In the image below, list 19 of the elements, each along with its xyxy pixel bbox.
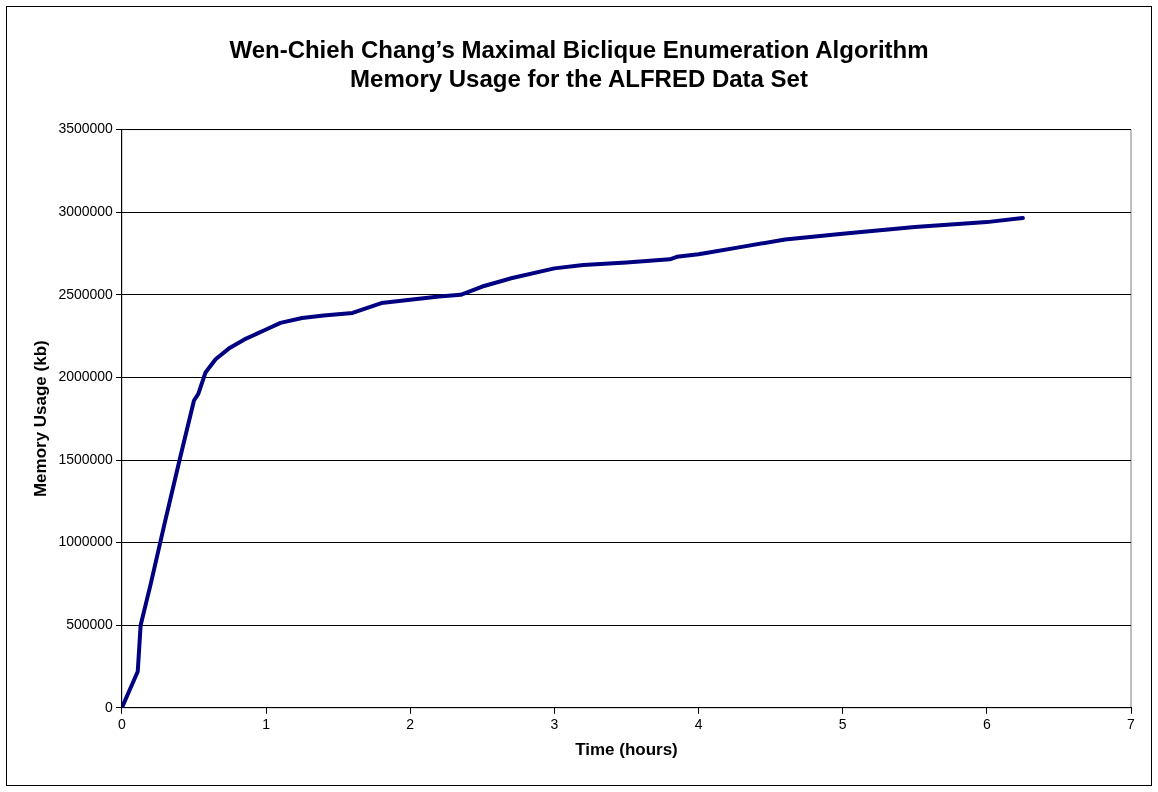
x-tick-label: 0 [118,716,126,733]
x-axis-title: Time (hours) [575,740,678,760]
x-tick-label: 3 [550,716,559,733]
x-tick-label: 7 [1127,716,1136,733]
chart-title: Wen-Chieh Chang’s Maximal Biclique Enumeration Algorithm Memory Usage for the ALFRED Data Set [229,36,929,92]
x-tick-label: 4 [694,716,703,733]
y-tick-label: 3000000 [58,203,114,220]
x-tick-label: 5 [838,716,847,733]
x-tick-label: 2 [406,716,415,733]
y-tick-label: 0 [105,698,114,715]
y-tick-label: 2500000 [58,285,114,302]
x-tick-label: 6 [982,716,991,733]
y-tick-label: 2000000 [58,368,114,385]
y-tick-label: 1500000 [58,450,114,467]
y-tick-label: 500000 [66,616,114,633]
y-axis-title: Memory Usage (kb) [30,340,50,498]
y-tick-label: 3500000 [58,120,114,137]
y-tick-label: 1000000 [58,533,114,550]
x-tick-label: 1 [262,716,271,733]
